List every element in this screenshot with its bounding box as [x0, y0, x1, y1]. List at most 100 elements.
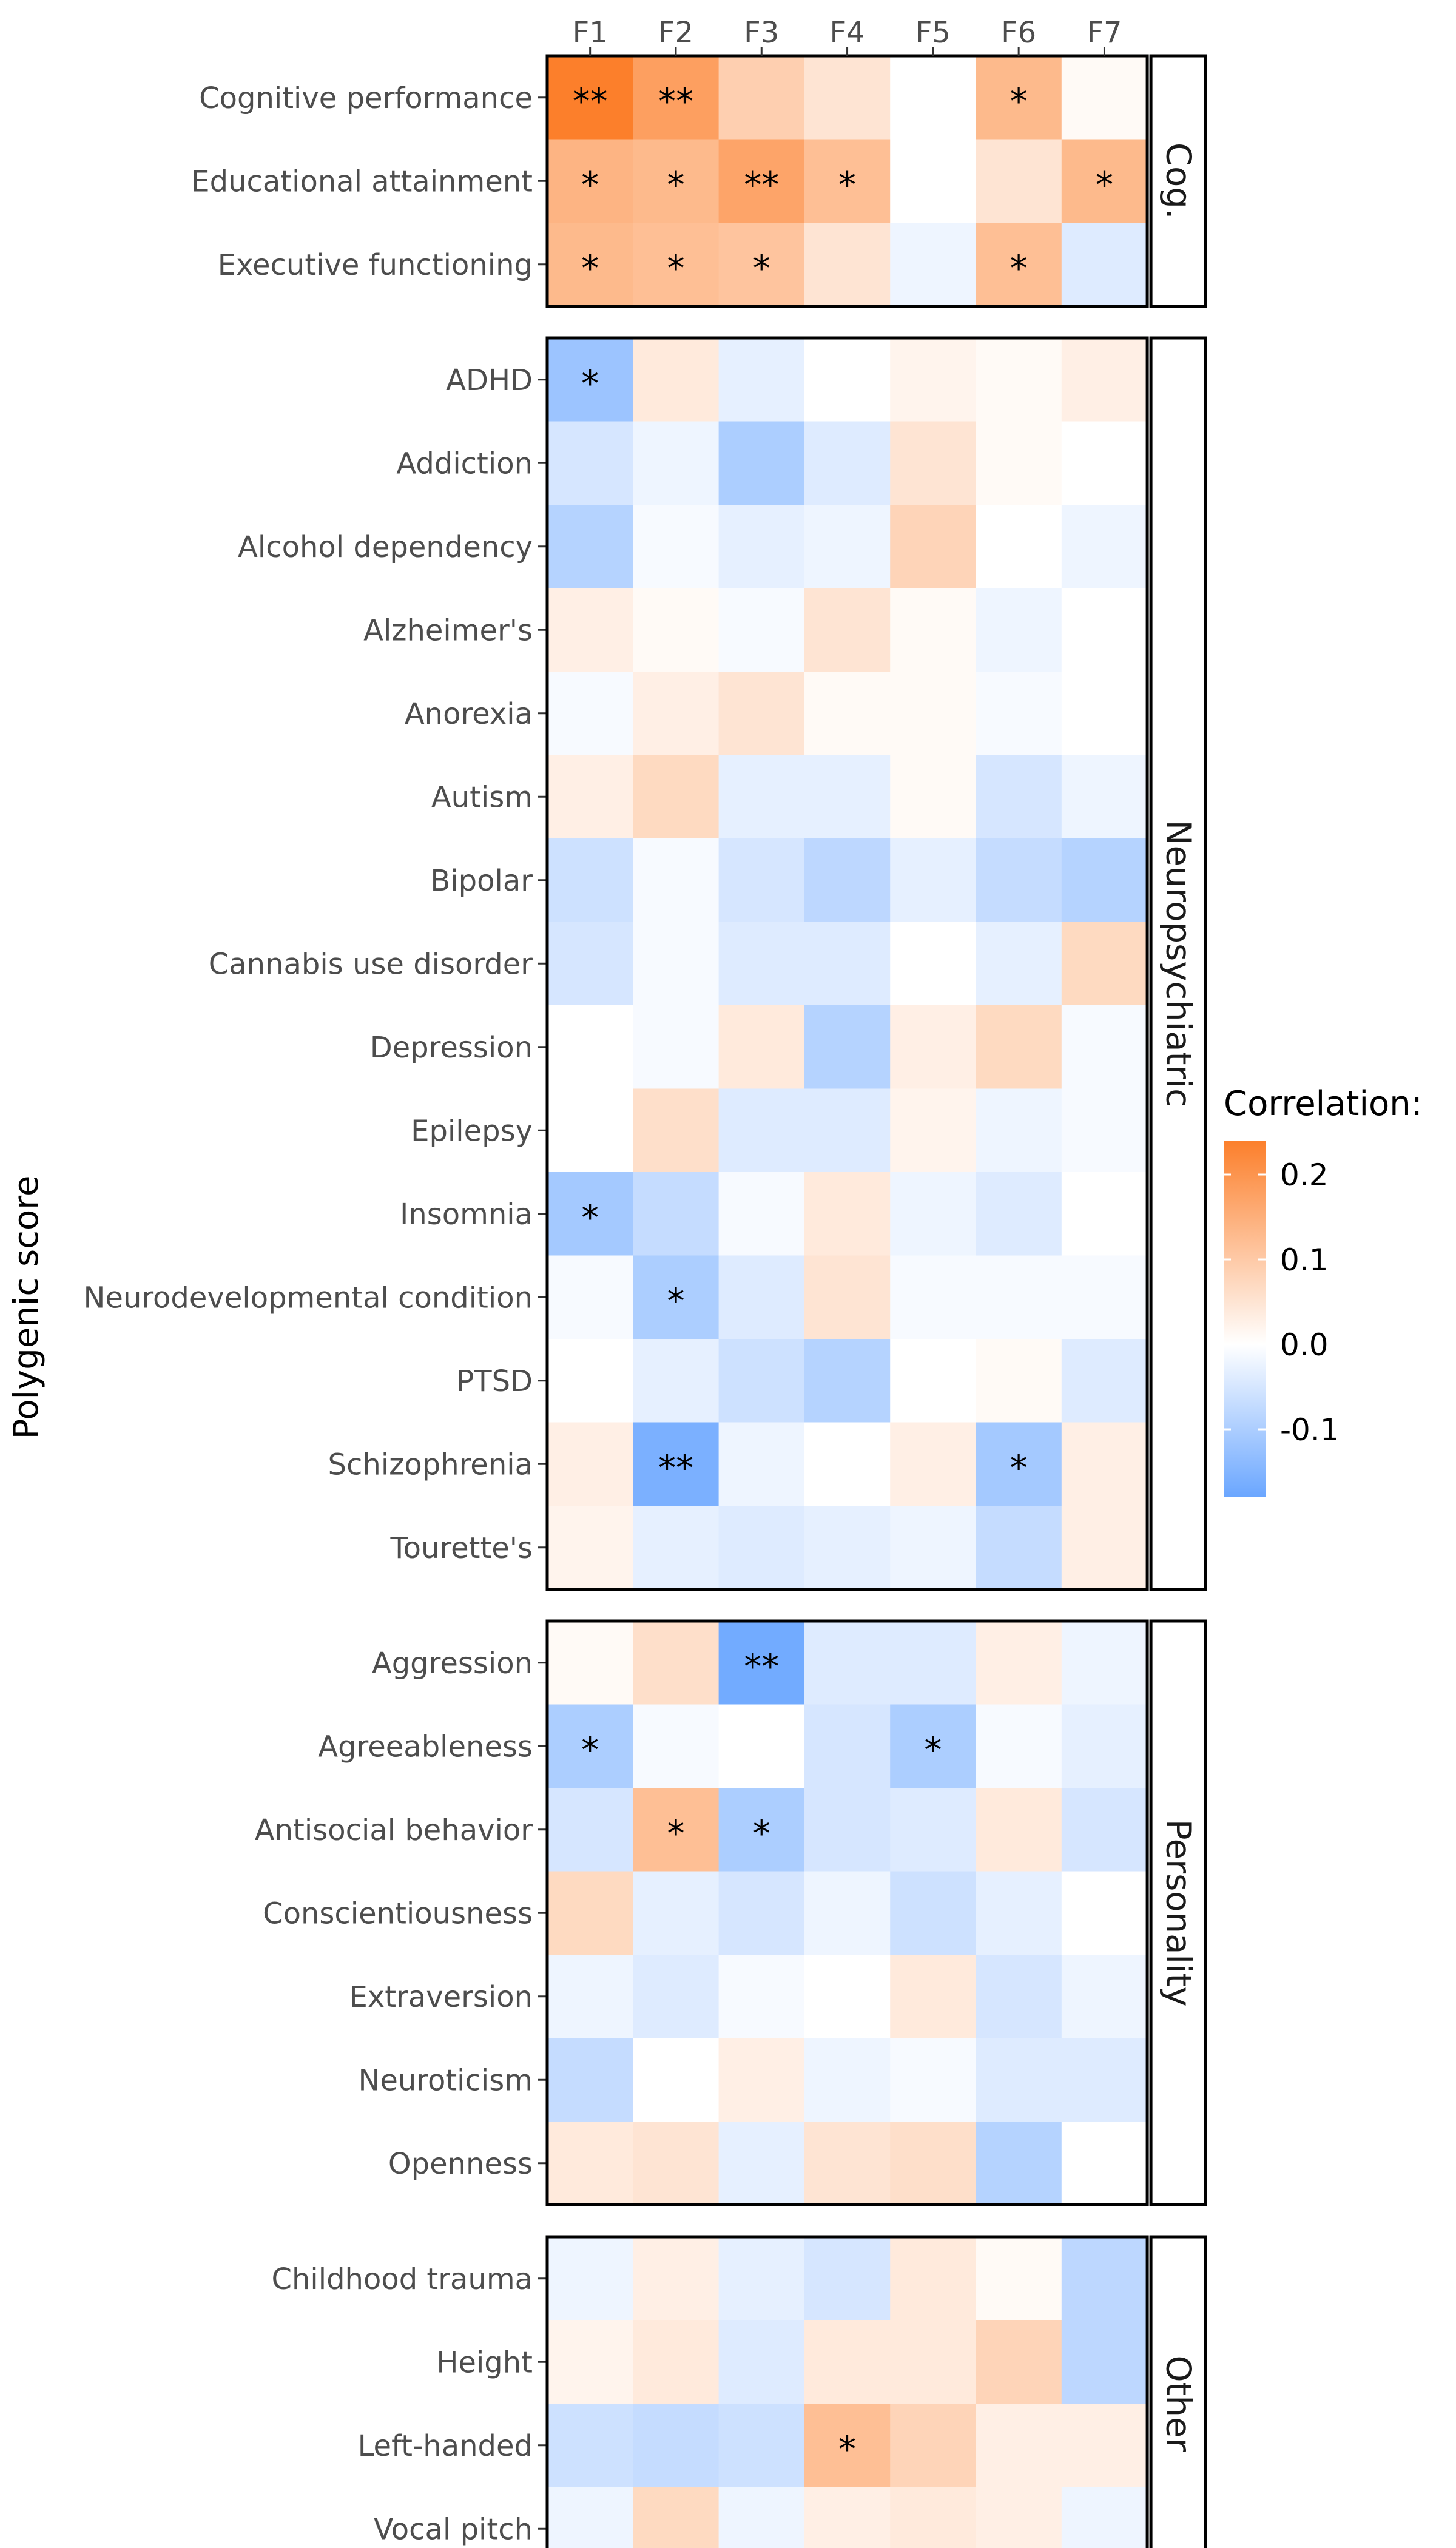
heatmap-cell [633, 2237, 720, 2320]
heatmap-cell [633, 1339, 720, 1423]
heatmap-cell [547, 588, 633, 672]
panel-strip-label: Neuropsychiatric [1159, 820, 1198, 1107]
panel-strip [1149, 54, 1207, 308]
heatmap-cell [804, 1621, 891, 1705]
row-label-addiction: Addiction [396, 447, 533, 480]
heatmap-panels: ** ** *Cognitive performance* * ** * *Educatio… [84, 47, 1207, 2548]
heatmap-cell [1061, 223, 1148, 306]
heatmap-cell [804, 2237, 891, 2320]
heatmap-cell [890, 1172, 976, 1256]
heatmap-cell [1061, 56, 1148, 140]
heatmap-cell [633, 1704, 720, 1788]
row-label-educational-attainment: Educational attainment [191, 164, 533, 198]
heatmap-cell [1061, 1955, 1148, 2038]
legend-tick-label: 0.0 [1280, 1327, 1329, 1363]
heatmap-cell [976, 2038, 1062, 2122]
heatmap-cell [890, 588, 976, 672]
heatmap-cell [1061, 139, 1148, 223]
heatmap-cell [1061, 588, 1148, 672]
heatmap-cell [890, 338, 976, 422]
heatmap-cell [804, 1255, 891, 1340]
heatmap-cell [547, 56, 633, 140]
heatmap-cell [633, 338, 720, 422]
heatmap-cell [718, 1422, 805, 1506]
heatmap-cell [718, 1172, 805, 1256]
heatmap-cell [1061, 2122, 1148, 2205]
heatmap-cell [547, 2487, 633, 2548]
heatmap-cell [890, 223, 976, 306]
heatmap-cell [890, 672, 976, 755]
heatmap-cell [633, 2487, 720, 2548]
heatmap-cell [890, 922, 976, 1006]
heatmap-cell [633, 1506, 720, 1589]
heatmap-cell [1061, 1005, 1148, 1089]
row-label-openness: Openness [388, 2147, 533, 2181]
heatmap-cell [547, 421, 633, 505]
heatmap-cell [633, 139, 720, 223]
significance-marker: * [581, 363, 599, 404]
legend-title: Correlation: [1224, 1084, 1423, 1124]
heatmap-cell [547, 505, 633, 588]
heatmap-cell [547, 1621, 633, 1705]
panel-strip [1149, 2235, 1207, 2548]
heatmap-cell [890, 2122, 976, 2205]
heatmap-cell [547, 223, 633, 306]
column-label-f1: F1 [573, 16, 608, 50]
row-label-height: Height [436, 2345, 533, 2379]
row-label-aggression: Aggression [372, 1646, 533, 1680]
heatmap-cell [890, 1704, 976, 1788]
row-label-neurodevelopmental-condition: Neurodevelopmental condition [84, 1281, 533, 1315]
heatmap-cell [547, 922, 633, 1006]
heatmap-cell [976, 1506, 1062, 1589]
heatmap-cell [804, 1172, 891, 1256]
heatmap-cell [976, 2122, 1062, 2205]
significance-marker: * [667, 1280, 684, 1321]
row-label-childhood-trauma: Childhood trauma [271, 2262, 533, 2296]
heatmap-cell [804, 1788, 891, 1872]
heatmap-cell [976, 421, 1062, 505]
heatmap-cell [547, 1704, 633, 1788]
heatmap-cell [976, 1621, 1062, 1705]
heatmap-cell [718, 755, 805, 839]
heatmap-cell [976, 922, 1062, 1006]
heatmap-cell [547, 1255, 633, 1340]
significance-marker: ** [744, 1646, 779, 1687]
significance-marker: * [838, 2428, 856, 2470]
heatmap-cell [547, 755, 633, 839]
heatmap-cell [633, 2122, 720, 2205]
heatmap-cell [633, 2038, 720, 2122]
heatmap-cell [890, 1506, 976, 1589]
heatmap-cell [804, 2320, 891, 2404]
significance-marker: * [753, 248, 770, 289]
legend: Correlation: 0.2 0.1 0.0 -0.1 [1224, 1084, 1423, 1497]
heatmap-cell [804, 1955, 891, 2038]
heatmap-cell [718, 338, 805, 422]
heatmap-cell [1061, 2320, 1148, 2404]
heatmap-cell [1061, 1255, 1148, 1340]
heatmap-cell [547, 1005, 633, 1089]
heatmap-cell [633, 505, 720, 588]
heatmap-cell [1061, 2404, 1148, 2487]
heatmap-cell [547, 2237, 633, 2320]
panel-strip-label: Personality [1159, 1819, 1198, 2007]
significance-marker: * [1010, 81, 1028, 122]
heatmap-cell [804, 1422, 891, 1506]
heatmap-cell [547, 2404, 633, 2487]
legend-tick-label: -0.1 [1280, 1412, 1340, 1448]
legend-tick-label: 0.2 [1280, 1158, 1329, 1193]
column-label-f4: F4 [829, 16, 864, 50]
heatmap-cell [804, 56, 891, 140]
heatmap-cell [718, 838, 805, 922]
significance-marker: * [1010, 1447, 1028, 1488]
column-label-f3: F3 [744, 16, 779, 50]
heatmap-cell [890, 838, 976, 922]
heatmap-cell [718, 56, 805, 140]
heatmap-cell [1061, 421, 1148, 505]
heatmap-cell [1061, 1506, 1148, 1589]
row-label-bipolar: Bipolar [430, 864, 533, 898]
heatmap-cell [633, 1955, 720, 2038]
heatmap-cell [976, 588, 1062, 672]
heatmap-cell [890, 2320, 976, 2404]
row-label-antisocial-behavior: Antisocial behavior [255, 1813, 533, 1847]
y-axis-title: Polygenic score [7, 1176, 46, 1440]
